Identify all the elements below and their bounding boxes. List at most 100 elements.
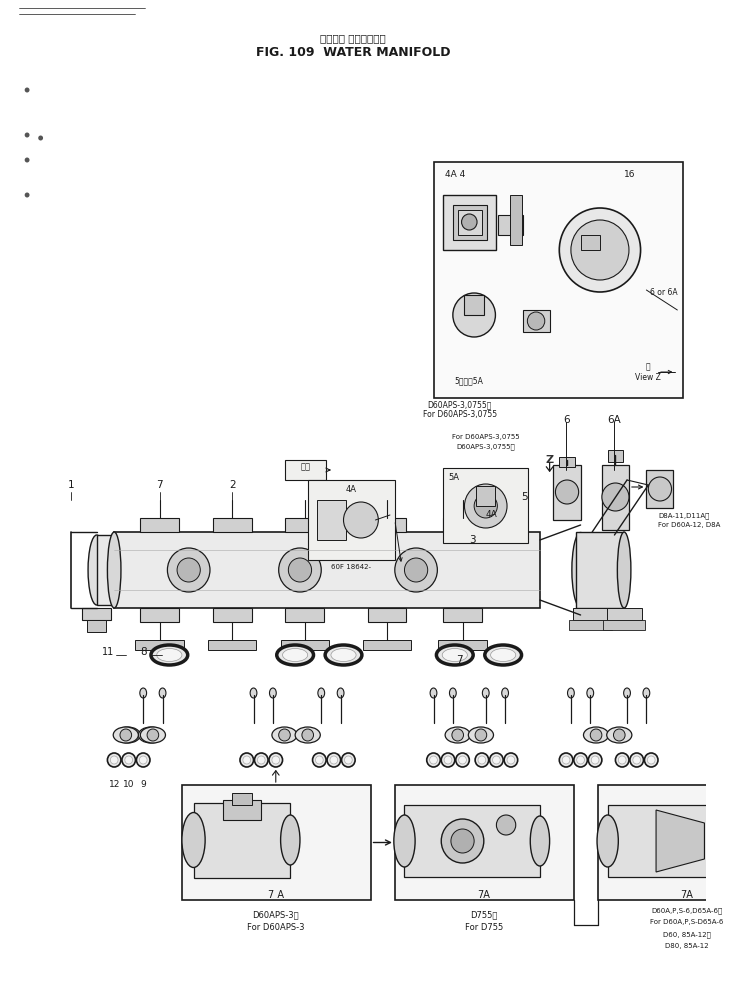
Ellipse shape <box>269 688 276 698</box>
Circle shape <box>404 558 428 582</box>
Circle shape <box>456 753 469 767</box>
Text: 7: 7 <box>456 655 463 665</box>
Ellipse shape <box>250 688 257 698</box>
Circle shape <box>444 756 452 764</box>
Circle shape <box>110 756 118 764</box>
Ellipse shape <box>140 727 166 743</box>
Ellipse shape <box>157 649 182 662</box>
Circle shape <box>125 756 133 764</box>
Circle shape <box>25 193 29 198</box>
Circle shape <box>255 753 268 767</box>
Circle shape <box>574 753 588 767</box>
Text: 前方: 前方 <box>301 462 311 472</box>
Circle shape <box>461 214 477 230</box>
Bar <box>223 800 261 820</box>
Text: 4A: 4A <box>485 510 497 519</box>
Bar <box>434 162 683 398</box>
Circle shape <box>478 756 485 764</box>
Bar <box>443 608 482 622</box>
Circle shape <box>147 729 158 741</box>
Circle shape <box>25 133 29 138</box>
Ellipse shape <box>442 649 467 662</box>
Text: FIG. 109  WATER MANIFOLD: FIG. 109 WATER MANIFOLD <box>256 45 450 59</box>
Circle shape <box>633 756 641 764</box>
Text: D60APS-3,0755用: D60APS-3,0755用 <box>428 400 492 409</box>
Text: 6: 6 <box>563 415 569 425</box>
Bar <box>232 793 252 805</box>
Bar <box>510 195 521 245</box>
Circle shape <box>327 753 341 767</box>
Ellipse shape <box>491 649 516 662</box>
Circle shape <box>648 756 655 764</box>
Bar <box>140 608 179 622</box>
Bar <box>559 457 575 467</box>
Bar <box>573 608 607 620</box>
Text: 4A 4: 4A 4 <box>445 170 465 179</box>
Text: 10: 10 <box>123 780 134 789</box>
Circle shape <box>344 502 378 538</box>
Ellipse shape <box>151 645 188 665</box>
Bar <box>82 608 111 620</box>
Text: For D755: For D755 <box>465 923 503 932</box>
Bar <box>182 785 371 900</box>
Circle shape <box>559 753 573 767</box>
Text: D60APS-3,0755用: D60APS-3,0755用 <box>456 443 515 450</box>
Circle shape <box>240 753 253 767</box>
Ellipse shape <box>140 688 147 698</box>
Circle shape <box>315 756 323 764</box>
Ellipse shape <box>567 688 575 698</box>
Circle shape <box>504 753 518 767</box>
Circle shape <box>122 729 134 741</box>
Circle shape <box>490 753 503 767</box>
Circle shape <box>475 729 487 741</box>
Circle shape <box>591 729 602 741</box>
Circle shape <box>474 494 497 518</box>
Circle shape <box>496 815 516 835</box>
Text: For D60APS-3: For D60APS-3 <box>247 923 304 932</box>
Circle shape <box>507 756 515 764</box>
Text: 7: 7 <box>156 480 163 490</box>
Ellipse shape <box>445 727 470 743</box>
Ellipse shape <box>572 533 589 607</box>
Circle shape <box>302 729 313 741</box>
Text: ␾
View Z: ␾ View Z <box>635 363 661 382</box>
Text: For D60APS-3,0755: For D60APS-3,0755 <box>452 434 520 440</box>
Text: 7A: 7A <box>680 890 694 900</box>
Circle shape <box>122 753 136 767</box>
Circle shape <box>279 548 321 592</box>
Text: For D60APS-3,0755: For D60APS-3,0755 <box>423 410 496 419</box>
Circle shape <box>272 756 280 764</box>
Ellipse shape <box>139 727 164 743</box>
Text: 5およた5A: 5およた5A <box>455 376 484 385</box>
Bar <box>213 608 252 622</box>
Circle shape <box>345 756 352 764</box>
Circle shape <box>475 753 488 767</box>
Text: 4A: 4A <box>346 485 357 494</box>
Circle shape <box>38 136 43 141</box>
Ellipse shape <box>88 535 105 605</box>
Bar <box>569 620 612 630</box>
Ellipse shape <box>530 816 550 866</box>
Bar <box>443 518 482 532</box>
Ellipse shape <box>502 688 509 698</box>
Polygon shape <box>656 810 704 872</box>
Ellipse shape <box>607 727 632 743</box>
Bar <box>476 486 496 506</box>
Bar <box>523 310 550 332</box>
Ellipse shape <box>280 815 300 865</box>
Text: D60A,P,S-6,D65A-6用: D60A,P,S-6,D65A-6用 <box>651 907 723 913</box>
Text: 2: 2 <box>229 480 236 490</box>
Circle shape <box>615 753 629 767</box>
Circle shape <box>453 293 496 337</box>
Ellipse shape <box>393 815 415 867</box>
Circle shape <box>107 753 121 767</box>
Text: D8A-11,D11A用: D8A-11,D11A用 <box>658 512 710 519</box>
Circle shape <box>645 753 658 767</box>
Bar <box>208 640 256 650</box>
Ellipse shape <box>272 727 297 743</box>
Ellipse shape <box>295 727 320 743</box>
Ellipse shape <box>485 645 521 665</box>
Circle shape <box>577 756 585 764</box>
Bar <box>576 532 624 608</box>
Bar <box>368 518 407 532</box>
